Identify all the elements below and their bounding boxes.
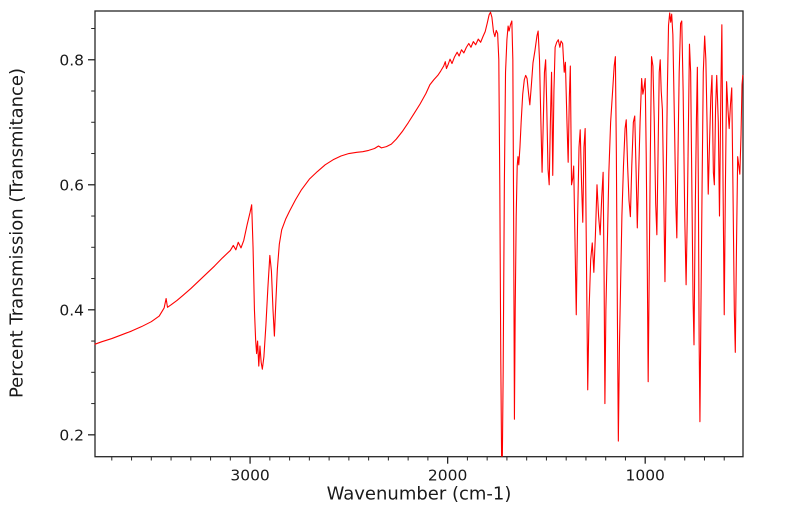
y-tick-label: 0.4	[59, 301, 84, 319]
y-tick-label: 0.2	[59, 426, 84, 444]
y-tick-label: 0.8	[59, 51, 84, 69]
x-tick-label: 2000	[428, 467, 467, 485]
x-tick-label: 1000	[625, 467, 664, 485]
plot-border	[94, 10, 744, 458]
y-tick-label: 0.6	[59, 176, 84, 194]
x-tick-label: 3000	[230, 467, 269, 485]
y-axis-label: Percent Transmission (Transmitance)	[6, 67, 28, 399]
spectrum-line	[94, 11, 744, 457]
x-axis-label: Wavenumber (cm-1)	[326, 483, 512, 505]
